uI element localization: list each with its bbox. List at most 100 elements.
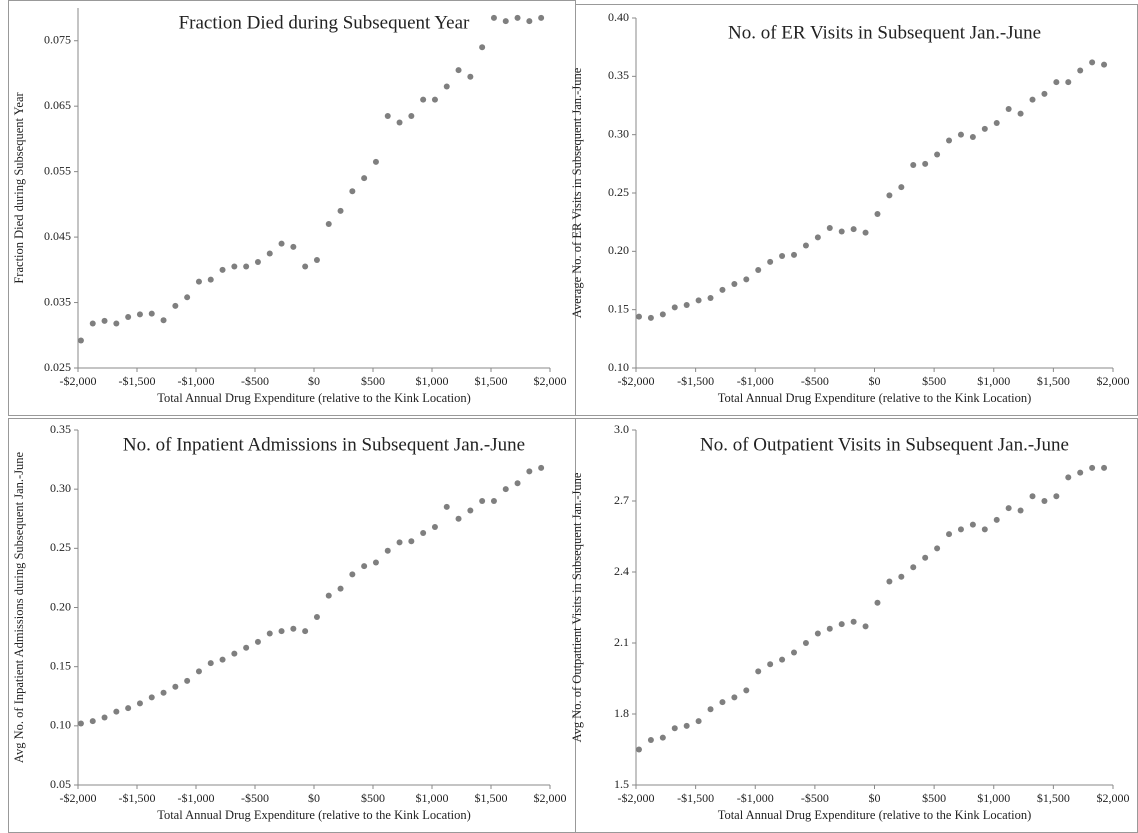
y-tick-label: 0.20: [50, 599, 71, 613]
x-axis-title: Total Annual Drug Expenditure (relative …: [718, 391, 1032, 405]
panel-border: [575, 4, 1138, 416]
point: [302, 628, 309, 635]
y-tick-label: 0.25: [608, 185, 629, 199]
point: [502, 486, 509, 493]
point: [361, 563, 368, 570]
point: [731, 694, 738, 701]
point: [969, 521, 976, 528]
point: [671, 725, 678, 732]
point: [874, 211, 881, 217]
point: [514, 480, 521, 487]
point: [408, 538, 415, 545]
point: [886, 192, 893, 199]
point: [408, 113, 415, 119]
point: [838, 621, 845, 628]
point: [1089, 464, 1096, 471]
y-axis-title: Fraction Died during Subsequent Year: [12, 92, 26, 284]
point: [195, 668, 202, 675]
point: [125, 705, 132, 712]
point: [538, 464, 545, 471]
x-tick-label: $1,500: [475, 791, 508, 805]
point: [254, 258, 261, 265]
x-tick-label: $2,000: [1097, 791, 1130, 805]
x-tick-label: -$1,000: [737, 791, 774, 805]
point: [731, 281, 738, 287]
point: [1029, 493, 1036, 500]
point: [755, 267, 762, 273]
point: [1077, 469, 1084, 476]
point: [443, 503, 450, 510]
x-tick-label: -$2,000: [60, 374, 97, 388]
point: [802, 640, 809, 646]
point: [1017, 507, 1024, 514]
point: [802, 242, 809, 249]
point: [526, 18, 533, 25]
point: [266, 250, 273, 257]
point: [278, 628, 285, 635]
point: [77, 337, 84, 344]
y-tick-label: 0.065: [44, 98, 71, 112]
x-tick-label: $0: [869, 374, 881, 388]
point: [455, 67, 462, 74]
point: [337, 585, 344, 592]
point: [898, 573, 905, 580]
x-tick-label: -$1,500: [119, 374, 156, 388]
point: [1029, 96, 1036, 103]
point: [993, 516, 1000, 523]
y-tick-label: 0.055: [44, 163, 71, 177]
panel: 0.05 0.10 0.15 0.20 0.25 0.30 0.35 -$2,000 -$1,5…: [12, 422, 567, 822]
point: [337, 207, 344, 214]
x-tick-label: $500: [922, 374, 946, 388]
point: [779, 253, 786, 259]
point: [113, 708, 120, 715]
point: [874, 599, 881, 606]
point: [826, 225, 833, 231]
point: [969, 134, 976, 140]
y-tick-label: 1.5: [614, 777, 629, 791]
point: [136, 700, 143, 707]
x-tick-label: -$2,000: [60, 791, 97, 805]
point: [89, 718, 96, 725]
point: [219, 266, 226, 273]
x-tick-label: $1,000: [977, 791, 1010, 805]
x-tick-label: $2,000: [1097, 374, 1130, 388]
y-tick-label: 2.4: [614, 564, 629, 578]
y-tick-label: 0.045: [44, 229, 71, 243]
point: [1077, 67, 1084, 74]
point: [791, 649, 798, 656]
point: [77, 720, 84, 727]
point: [538, 14, 545, 21]
point: [850, 618, 857, 625]
point: [396, 119, 403, 126]
point: [946, 137, 953, 144]
y-tick-label: 0.15: [608, 301, 629, 315]
point: [659, 734, 666, 741]
point: [313, 257, 320, 263]
point: [148, 310, 155, 317]
point: [101, 317, 108, 324]
point: [160, 317, 167, 324]
y-tick-label: 0.075: [44, 32, 71, 46]
point: [231, 263, 238, 270]
panel-border: [8, 0, 576, 416]
point: [1053, 493, 1060, 500]
x-tick-label: $0: [308, 374, 320, 388]
point: [148, 694, 155, 701]
point: [502, 18, 509, 25]
y-tick-label: 0.10: [608, 360, 629, 374]
y-tick-label: 3.0: [614, 422, 629, 436]
point: [922, 554, 929, 561]
point: [243, 263, 250, 270]
point: [671, 304, 678, 311]
point: [1041, 90, 1048, 97]
point: [767, 661, 774, 668]
point: [443, 83, 450, 90]
point: [659, 311, 666, 318]
x-tick-label: -$1,000: [737, 374, 774, 388]
point: [946, 531, 953, 538]
point: [384, 113, 391, 119]
point: [910, 564, 917, 571]
x-tick-label: $500: [922, 791, 946, 805]
point: [254, 638, 261, 645]
